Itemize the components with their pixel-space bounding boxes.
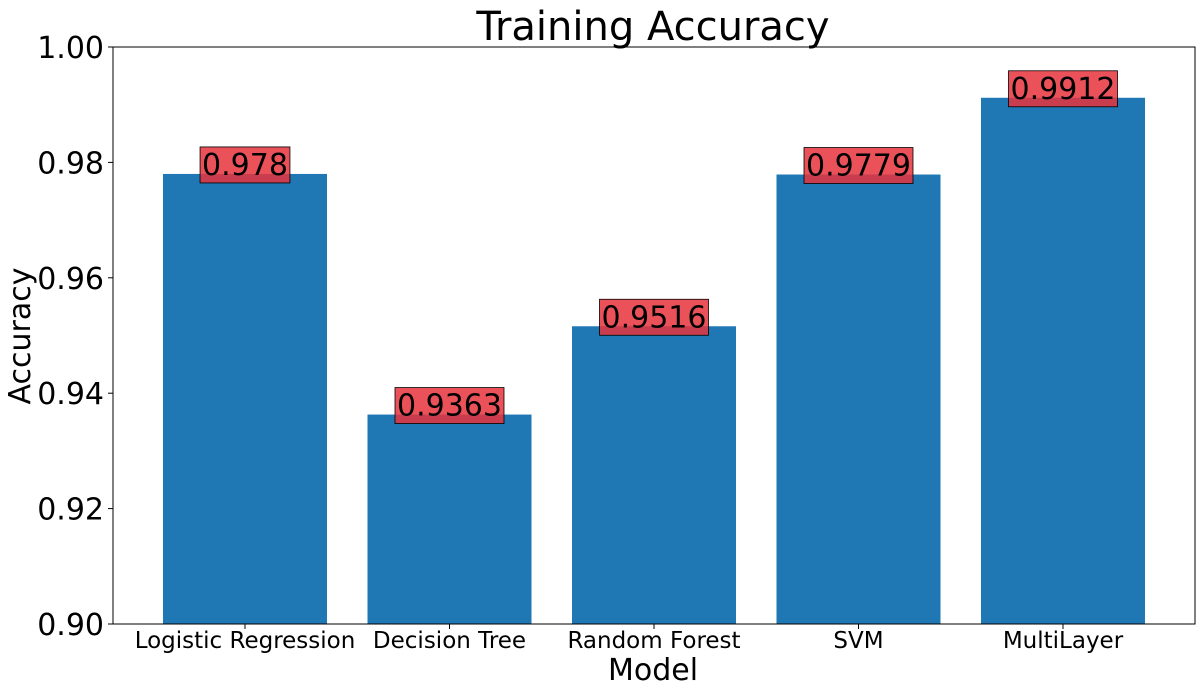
- y-tick-label-2: 0.94: [37, 377, 104, 412]
- value-label-1: 0.9363: [394, 387, 505, 424]
- y-tick-label-5: 1.00: [37, 31, 104, 66]
- y-tick-label-0: 0.90: [37, 608, 104, 643]
- bar-0: [163, 173, 327, 624]
- value-label-text-1: 0.9363: [397, 389, 502, 424]
- x-axis-label: Model: [608, 653, 698, 688]
- value-label-4: 0.9912: [1008, 70, 1118, 108]
- value-label-3: 0.9779: [803, 147, 914, 184]
- x-axis-ticks: Logistic Regression Decision Tree Random F…: [135, 624, 1124, 654]
- y-axis-ticks: 0.90 0.92 0.94 0.96 0.98 1.00: [37, 31, 113, 643]
- chart-title: Training Accuracy: [475, 4, 829, 50]
- value-label-box-3: [803, 147, 914, 184]
- y-tick-label-1: 0.92: [37, 493, 104, 528]
- value-label-0: 0.978: [199, 146, 291, 184]
- bars-group: [163, 97, 1145, 624]
- value-label-box-4: [1008, 70, 1118, 108]
- y-axis-label: Accuracy: [3, 268, 38, 405]
- value-label-text-2: 0.9516: [602, 300, 707, 335]
- value-label-box-0: [199, 146, 291, 184]
- value-label-box-2: [599, 298, 709, 336]
- bar-4: [981, 97, 1145, 624]
- value-label-text-0: 0.978: [202, 148, 288, 183]
- bar-1: [367, 414, 532, 624]
- y-tick-label-4: 0.98: [37, 146, 104, 181]
- x-tick-label-0: Logistic Regression: [135, 628, 356, 654]
- value-labels-group: 0.978 0.9363 0.9516 0.9779 0.9912: [199, 70, 1118, 424]
- value-label-text-3: 0.9779: [806, 149, 911, 184]
- value-label-box-1: [394, 387, 505, 424]
- x-tick-label-4: MultiLayer: [1003, 628, 1124, 654]
- value-label-2: 0.9516: [599, 298, 709, 336]
- x-tick-label-1: Decision Tree: [373, 628, 526, 654]
- y-tick-label-3: 0.96: [37, 262, 104, 297]
- bar-3: [776, 174, 941, 624]
- x-tick-label-2: Random Forest: [567, 628, 740, 654]
- value-label-text-4: 0.9912: [1011, 72, 1116, 107]
- x-tick-label-3: SVM: [833, 628, 883, 654]
- bar-2: [572, 326, 736, 624]
